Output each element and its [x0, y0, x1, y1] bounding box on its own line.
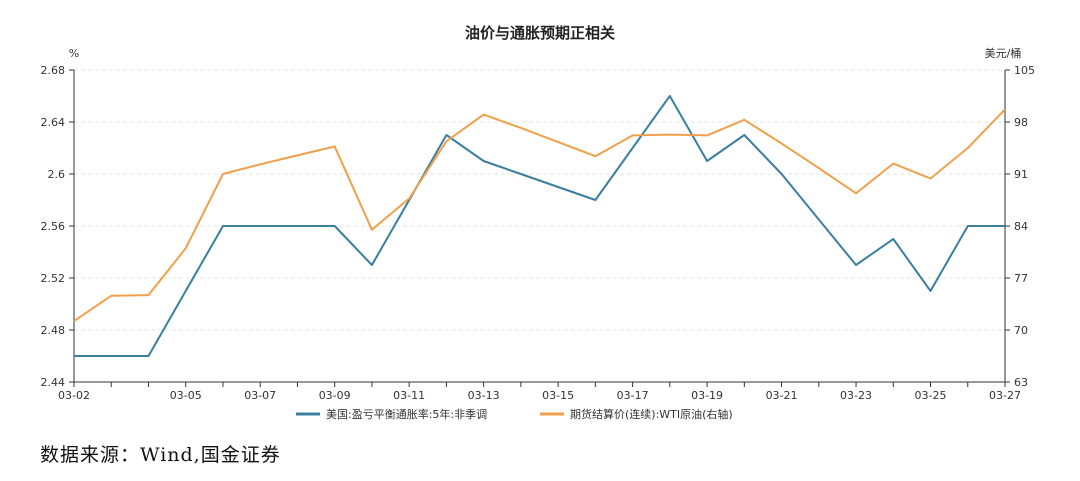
y-left-tick-label: 2.68	[41, 64, 66, 77]
x-tick-label: 03-11	[393, 389, 425, 402]
x-tick-label: 03-09	[319, 389, 351, 402]
x-tick-label: 03-23	[840, 389, 872, 402]
y-right-tick-label: 63	[1014, 376, 1028, 389]
legend-label: 美国:盈亏平衡通胀率:5年:非季调	[326, 407, 487, 421]
grid-lines	[74, 69, 1005, 331]
legend-label: 期货结算价(连续):WTI原油(右轴)	[570, 407, 733, 421]
y-left-tick-label: 2.48	[41, 324, 66, 337]
x-tick-label: 03-15	[542, 389, 574, 402]
series-line-1	[74, 95, 1005, 357]
x-tick-label: 03-25	[915, 389, 947, 402]
x-tick-label: 03-27	[989, 389, 1021, 402]
x-tick-label: 03-13	[468, 389, 500, 402]
series-lines	[73, 95, 1006, 357]
x-tick-label: 03-17	[617, 389, 649, 402]
x-tick-label: 03-02	[58, 389, 90, 402]
y-left-tick-label: 2.44	[41, 376, 66, 389]
x-tick-label: 03-21	[766, 389, 798, 402]
y-left-tick-label: 2.56	[41, 220, 66, 233]
y-right-tick-label: 77	[1014, 272, 1028, 285]
y-left-tick-label: 2.6	[48, 168, 66, 181]
chart-canvas: 油价与通胀预期正相关 % 美元/桶 2.44 2.48 2.52 2.56 2.6 2.6…	[41, 24, 1036, 421]
y-right-tick-label: 98	[1014, 116, 1028, 129]
y-right-tick-label: 105	[1014, 64, 1035, 77]
source-note: 数据来源：Wind,国金证券	[40, 444, 281, 466]
y-right-tick-label: 91	[1014, 168, 1028, 181]
legend: 美国:盈亏平衡通胀率:5年:非季调 期货结算价(连续):WTI原油(右轴)	[296, 407, 733, 421]
x-tick-label: 03-19	[691, 389, 723, 402]
left-axis-unit: %	[69, 47, 79, 60]
y-right-tick-label: 70	[1014, 324, 1028, 337]
right-axis-unit: 美元/桶	[985, 46, 1022, 60]
y-left-tick-label: 2.64	[41, 116, 66, 129]
series-line-2	[73, 108, 1006, 322]
x-tick-label: 03-07	[244, 389, 276, 402]
chart-title: 油价与通胀预期正相关	[465, 24, 615, 42]
y-right-tick-label: 84	[1014, 220, 1028, 233]
x-tick-label: 03-05	[170, 389, 202, 402]
axes: 2.44 2.48 2.52 2.56 2.6 2.64 2.68 63 70 77 84 91 98 1…	[41, 64, 1036, 402]
y-left-tick-label: 2.52	[41, 272, 66, 285]
